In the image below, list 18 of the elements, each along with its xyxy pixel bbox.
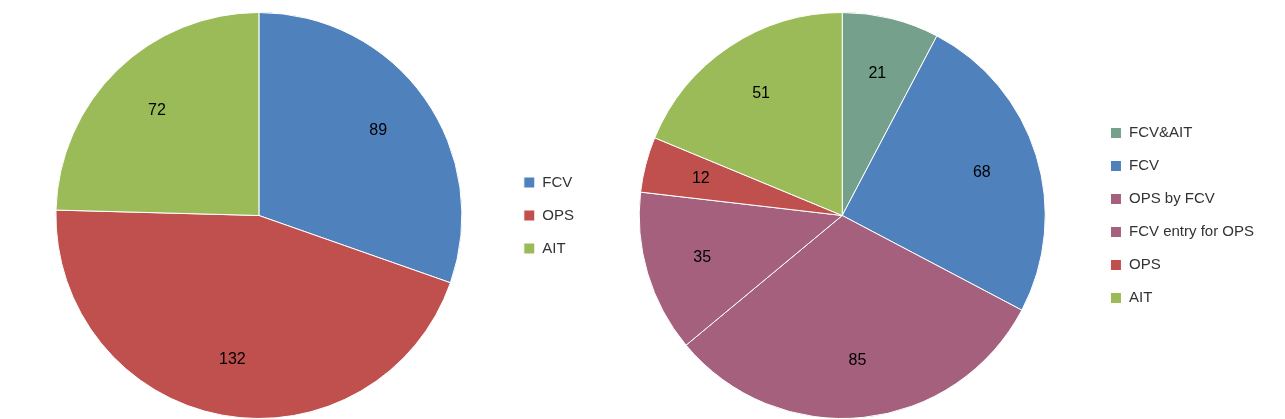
legend-label: FCV [542, 172, 573, 190]
legend-label: OPS by FCV [1128, 189, 1215, 207]
legend-label: OPS [1128, 255, 1161, 273]
data-label: 35 [693, 247, 712, 265]
data-label: 51 [752, 84, 771, 102]
legend-label: AIT [542, 238, 566, 256]
legend-label: FCV [1128, 156, 1159, 174]
data-label: 12 [691, 169, 710, 187]
data-label: 68 [972, 162, 991, 180]
legend-label: OPS [542, 205, 575, 223]
legend-label: FCV&AIT [1128, 123, 1193, 141]
data-label: 89 [369, 121, 388, 139]
data-label: 132 [219, 349, 246, 367]
legend-label: AIT [1128, 288, 1153, 306]
legend-label: FCV entry for OPS [1128, 222, 1255, 240]
data-label: 21 [868, 64, 887, 82]
data-label: 85 [848, 351, 867, 369]
data-label: 72 [148, 101, 166, 119]
